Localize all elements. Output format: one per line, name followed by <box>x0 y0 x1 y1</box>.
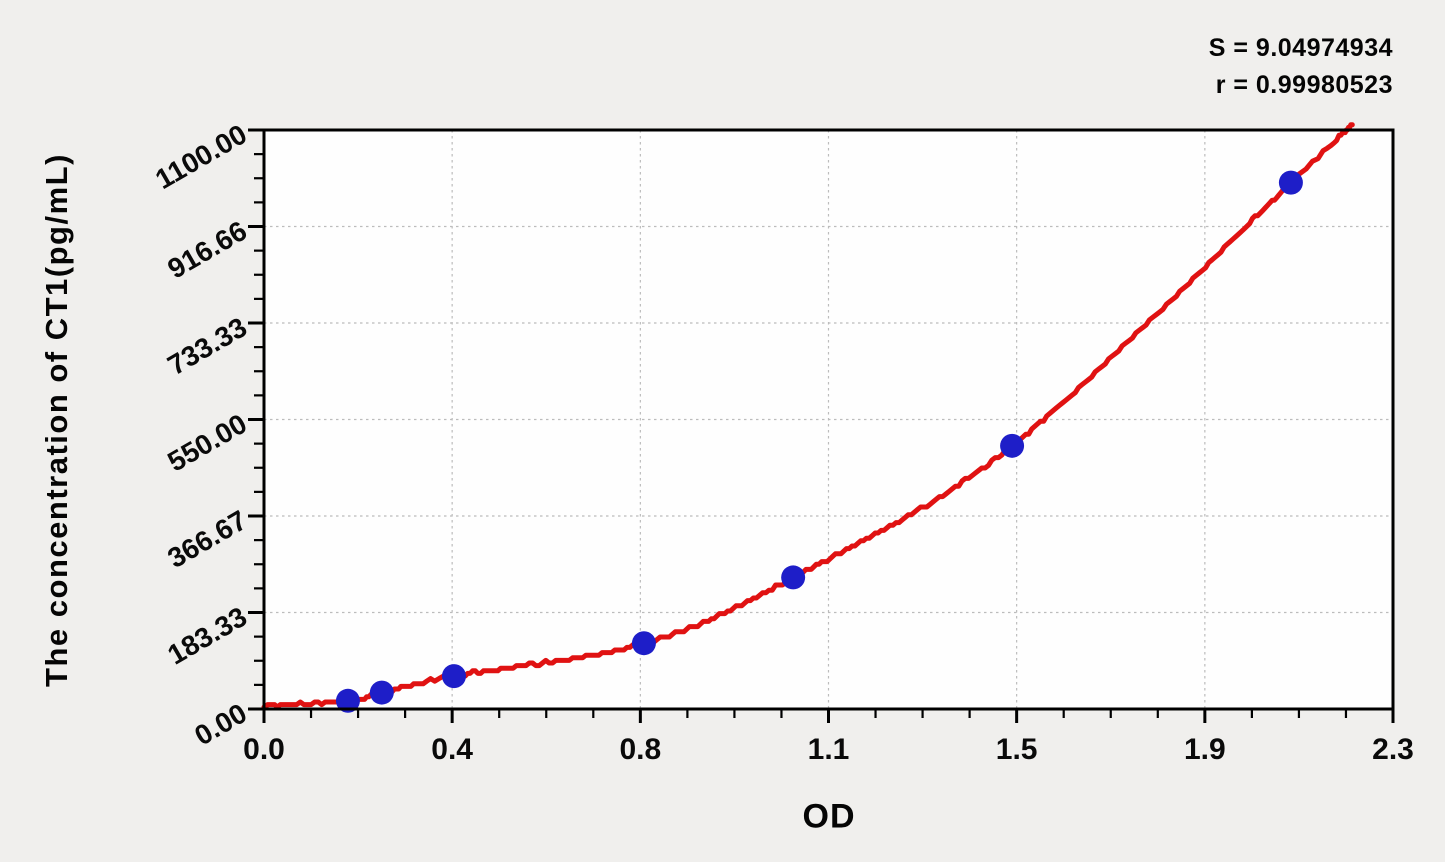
data-point <box>441 664 466 689</box>
y-tick-label: 550.00 <box>162 408 252 478</box>
fit-statistics: S = 9.04974934 r = 0.99980523 <box>1209 30 1393 104</box>
y-tick-label: 183.33 <box>162 601 252 671</box>
x-tick-label: 1.1 <box>808 733 850 766</box>
data-point <box>631 631 656 656</box>
x-tick-label: 0.4 <box>431 733 473 766</box>
x-tick-label: 0.0 <box>243 733 285 766</box>
fit-curve-line <box>261 122 1355 710</box>
x-axis-title: OD <box>802 797 856 836</box>
x-tick-label: 1.9 <box>1184 733 1226 766</box>
slope-value-label: S = 9.04974934 <box>1208 34 1393 62</box>
correlation-value-label: r = 0.99980523 <box>1215 71 1393 99</box>
y-tick-label: 733.33 <box>162 311 252 381</box>
data-point <box>335 688 360 713</box>
data-point <box>1000 433 1025 458</box>
x-tick-label: 2.3 <box>1372 733 1414 766</box>
data-point <box>781 565 806 590</box>
x-tick-label: 0.8 <box>619 733 661 766</box>
data-point <box>1278 170 1303 195</box>
y-tick-label: 916.66 <box>162 215 252 285</box>
x-tick-label: 1.5 <box>996 733 1038 766</box>
y-tick-label: 366.67 <box>162 504 252 574</box>
data-point <box>369 680 394 705</box>
y-tick-label: 1100.00 <box>150 118 252 195</box>
